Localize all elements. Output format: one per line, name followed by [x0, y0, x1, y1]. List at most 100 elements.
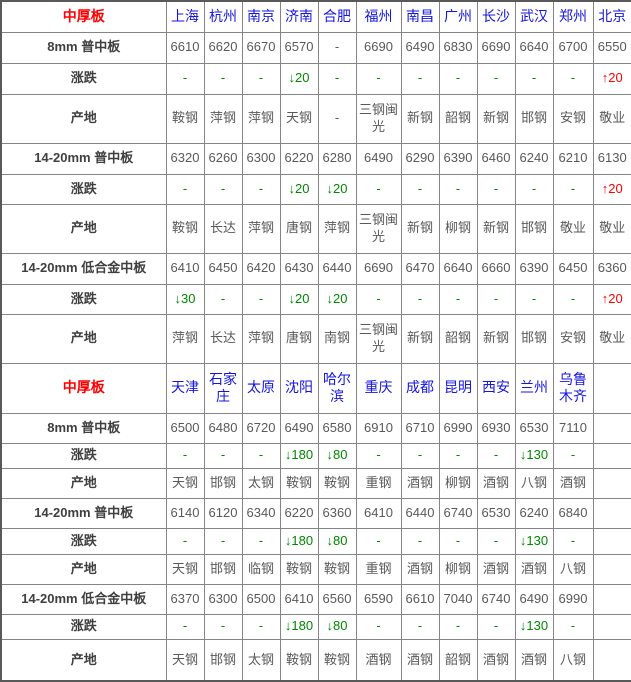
origin-cell: 鞍钢 — [279, 467, 319, 499]
price-cell: 6420 — [241, 252, 281, 285]
change-cell: - — [355, 527, 402, 555]
change-cell: - — [476, 62, 516, 95]
row-label: 产地 — [0, 638, 167, 682]
price-cell: 6450 — [552, 252, 594, 285]
change-cell: - — [241, 613, 281, 640]
origin-cell: 唐钢 — [279, 313, 319, 364]
price-cell — [592, 497, 631, 529]
table-row: 产地 天钢 邯钢 临钢 鞍钢 鞍钢 重钢 酒钢 柳钢 酒钢 酒钢 八钢 — [0, 553, 631, 585]
origin-cell: - — [317, 93, 357, 144]
city-header: 上海 — [165, 0, 205, 33]
change-cell: ↓80 — [317, 527, 357, 555]
origin-cell: 酒钢 — [355, 638, 402, 682]
change-cell: - — [476, 613, 516, 640]
change-cell: ↓80 — [317, 613, 357, 640]
price-cell: 6930 — [476, 412, 516, 444]
change-cell: ↓130 — [514, 442, 554, 469]
origin-cell: 韶钢 — [438, 313, 478, 364]
change-cell: - — [241, 62, 281, 95]
origin-cell: 酒钢 — [476, 467, 516, 499]
origin-cell: 新钢 — [476, 313, 516, 364]
origin-cell: 萍钢 — [203, 93, 243, 144]
price-cell: 6240 — [514, 142, 554, 175]
origin-cell: 韶钢 — [438, 638, 478, 682]
origin-cell: 柳钢 — [438, 467, 478, 499]
price-cell: 6740 — [476, 583, 516, 615]
change-cell: - — [355, 613, 402, 640]
price-cell: 6440 — [317, 252, 357, 285]
price-cell: 6390 — [438, 142, 478, 175]
price-cell: 6590 — [355, 583, 402, 615]
change-cell: - — [438, 62, 478, 95]
price-cell: 6360 — [592, 252, 631, 285]
city-header: 天津 — [165, 362, 205, 414]
origin-cell: 三钢闽光 — [355, 203, 402, 254]
change-cell: - — [400, 442, 440, 469]
origin-cell: 酒钢 — [400, 467, 440, 499]
row-label: 涨跌 — [0, 62, 167, 95]
price-cell: 6390 — [514, 252, 554, 285]
price-cell: 6610 — [165, 31, 205, 64]
change-cell: - — [552, 173, 594, 205]
price-cell: 6500 — [241, 583, 281, 615]
origin-cell: 酒钢 — [552, 467, 594, 499]
price-cell: 6500 — [165, 412, 205, 444]
price-cell: 6460 — [476, 142, 516, 175]
city-header: 长沙 — [476, 0, 516, 33]
row-label: 8mm 普中板 — [0, 31, 167, 64]
origin-cell: 邯钢 — [203, 553, 243, 585]
price-cell: 6410 — [355, 497, 402, 529]
origin-cell: 邯钢 — [514, 313, 554, 364]
change-cell: - — [241, 283, 281, 315]
change-cell: ↓180 — [279, 527, 319, 555]
row-label: 产地 — [0, 313, 167, 364]
city-header: 太原 — [241, 362, 281, 414]
origin-cell: 敬业 — [592, 93, 631, 144]
price-cell: 6910 — [355, 412, 402, 444]
change-cell: - — [552, 283, 594, 315]
city-header: 济南 — [279, 0, 319, 33]
price-cell: 6720 — [241, 412, 281, 444]
origin-cell: 太钢 — [241, 638, 281, 682]
change-cell: ↓20 — [279, 62, 319, 95]
price-cell: 6640 — [438, 252, 478, 285]
row-label: 14-20mm 低合金中板 — [0, 583, 167, 615]
row-label: 8mm 普中板 — [0, 412, 167, 444]
price-cell: 6410 — [165, 252, 205, 285]
price-cell: 6530 — [514, 412, 554, 444]
origin-cell: 鞍钢 — [165, 93, 205, 144]
change-cell: - — [514, 283, 554, 315]
city-header: 郑州 — [552, 0, 594, 33]
change-cell: ↓180 — [279, 613, 319, 640]
price-cell: 6560 — [317, 583, 357, 615]
table-row: 产地 萍钢 长达 萍钢 唐钢 南钢 三钢闽光 新钢 韶钢 新钢 邯钢 安钢 敬业 — [0, 313, 631, 364]
table-row: 产地 天钢 邯钢 太钢 鞍钢 鞍钢 酒钢 酒钢 韶钢 酒钢 酒钢 八钢 — [0, 638, 631, 682]
origin-cell — [592, 467, 631, 499]
price-cell: 6470 — [400, 252, 440, 285]
origin-cell: 萍钢 — [241, 313, 281, 364]
price-cell: 7110 — [552, 412, 594, 444]
origin-cell: 萍钢 — [241, 93, 281, 144]
row-label: 14-20mm 普中板 — [0, 497, 167, 529]
change-cell — [592, 442, 631, 469]
table-row: 涨跌 ↓30- - ↓20 ↓20- - - - - - ↑20 — [0, 283, 631, 315]
change-cell: - — [438, 283, 478, 315]
row-label: 产地 — [0, 553, 167, 585]
origin-cell — [592, 553, 631, 585]
table-row: 涨跌 - - - ↓180 ↓80- - - - ↓130- — [0, 442, 631, 469]
city-header: 哈尔滨 — [317, 362, 357, 414]
change-cell: - — [203, 527, 243, 555]
change-cell: - — [241, 173, 281, 205]
price-cell: 6210 — [552, 142, 594, 175]
price-cell: 6260 — [203, 142, 243, 175]
price-cell: 6580 — [317, 412, 357, 444]
price-cell: 6620 — [203, 31, 243, 64]
price-cell: 6550 — [592, 31, 631, 64]
price-cell: 6530 — [476, 497, 516, 529]
origin-cell: 萍钢 — [241, 203, 281, 254]
price-cell: 6120 — [203, 497, 243, 529]
change-cell: ↓130 — [514, 527, 554, 555]
change-cell: - — [317, 62, 357, 95]
origin-cell: 重钢 — [355, 467, 402, 499]
